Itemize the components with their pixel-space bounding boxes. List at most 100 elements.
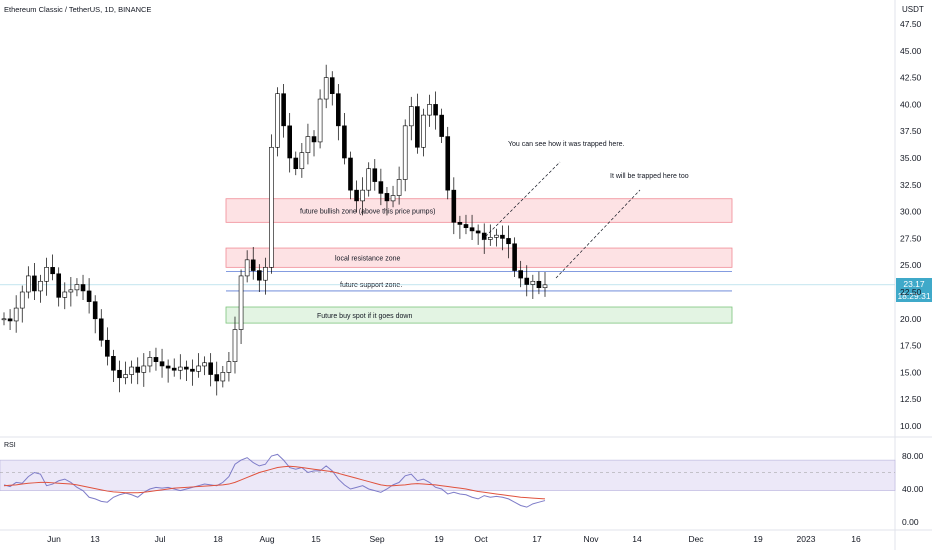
candle-body — [287, 125, 292, 159]
candle-body — [408, 106, 414, 127]
candle-body — [530, 280, 536, 285]
candle-body — [487, 237, 493, 240]
x-tick-label: 19 — [434, 534, 444, 544]
rsi-band — [0, 459, 896, 491]
candle-body — [323, 77, 329, 100]
candle-body — [354, 189, 359, 202]
candle-body — [250, 259, 256, 271]
candle-body — [68, 289, 74, 293]
candle-body — [159, 361, 165, 367]
candle-body — [378, 181, 384, 194]
candle-body — [390, 195, 396, 202]
candle-body — [336, 93, 341, 127]
candle-body — [98, 318, 104, 341]
candle-body — [512, 243, 517, 271]
rsi-label: RSI — [4, 442, 16, 449]
y-tick-label: 37.50 — [900, 126, 922, 136]
x-tick-label: Nov — [583, 534, 599, 544]
candle-body — [433, 104, 438, 116]
candle-body — [117, 369, 122, 379]
candle-body — [518, 270, 523, 279]
y-tick-label: 32.50 — [900, 180, 922, 190]
annotation-text: You can see how it was trapped here. — [508, 141, 625, 148]
x-tick-label: Sep — [369, 534, 384, 544]
candle-body — [226, 361, 232, 373]
candle-body — [536, 280, 542, 289]
candle-body — [451, 189, 457, 223]
candle-body — [427, 104, 432, 116]
support-line-label: future support zone. — [340, 282, 402, 289]
candle-body — [421, 114, 426, 148]
candle-body — [38, 280, 43, 292]
candle-body — [384, 193, 390, 202]
candle-body — [105, 339, 110, 357]
zone-label: future bullish zone (above this price pu… — [300, 209, 435, 216]
annotation-text: It will be trapped here too — [610, 173, 689, 180]
x-tick-label: Oct — [474, 534, 488, 544]
candle-body — [220, 372, 226, 382]
candle-body — [457, 222, 463, 225]
rsi-tick-label: 40.00 — [902, 484, 924, 494]
candle-body — [208, 362, 213, 375]
price-zone — [225, 247, 733, 268]
candle-body — [129, 366, 134, 375]
chart-symbol-title: Ethereum Classic / TetherUS, 1D, BINANCE — [4, 5, 152, 14]
y-tick-label: 45.00 — [900, 46, 922, 56]
candle-body — [506, 238, 511, 245]
last-price-value: 23.17 — [903, 279, 925, 289]
rsi-tick-label: 80.00 — [902, 451, 924, 461]
y-tick-label: 25.00 — [900, 260, 922, 270]
candle-body — [74, 284, 80, 291]
candle-body — [524, 277, 530, 285]
x-tick-label: 13 — [90, 534, 100, 544]
candle-body — [372, 168, 378, 182]
x-tick-label: 2023 — [797, 534, 816, 544]
rsi-line — [3, 453, 546, 508]
candle-body — [475, 230, 481, 234]
candle-body — [494, 234, 499, 238]
candle-body — [281, 93, 286, 127]
last-price-badge: 23.17 18:29:31 — [896, 278, 932, 302]
candle-body — [348, 157, 353, 191]
candle-body — [299, 152, 305, 170]
candle-body — [305, 136, 311, 153]
candle-body — [50, 267, 55, 275]
candle-body — [56, 273, 62, 298]
price-zone — [225, 306, 733, 324]
candle-body — [190, 368, 195, 372]
candle-body — [196, 365, 201, 372]
y-tick-label: 12.50 — [900, 394, 922, 404]
y-tick-label: 20.00 — [900, 314, 922, 324]
candle-body — [238, 275, 244, 330]
candle-body — [366, 168, 372, 191]
price-unit: USDT — [902, 5, 924, 14]
candle-body — [342, 125, 347, 159]
candle-body — [360, 189, 365, 202]
y-tick-label: 35.00 — [900, 153, 922, 163]
candle-body — [232, 329, 238, 362]
x-tick-label: 17 — [532, 534, 542, 544]
candle-body — [141, 365, 147, 373]
candle-body — [469, 227, 475, 232]
x-tick-label: Aug — [259, 534, 274, 544]
candle-body — [26, 275, 31, 293]
candle-body — [32, 275, 37, 292]
candle-body — [171, 367, 177, 371]
y-tick-label: 15.00 — [900, 367, 922, 377]
y-tick-label: 42.50 — [900, 73, 922, 83]
y-tick-label: 10.00 — [900, 421, 922, 431]
candle-body — [415, 106, 420, 148]
x-tick-label: Dec — [688, 534, 704, 544]
candle-body — [147, 357, 153, 367]
candle-body — [269, 146, 274, 268]
price-zone — [225, 198, 733, 223]
candle-body — [402, 125, 408, 180]
candle-body — [311, 136, 317, 143]
candle-body — [86, 290, 92, 302]
y-tick-label: 22.50 — [900, 287, 922, 297]
x-tick-label: Jun — [47, 534, 61, 544]
x-tick-label: 19 — [753, 534, 763, 544]
x-tick-label: 15 — [311, 534, 321, 544]
candle-body — [165, 365, 171, 369]
